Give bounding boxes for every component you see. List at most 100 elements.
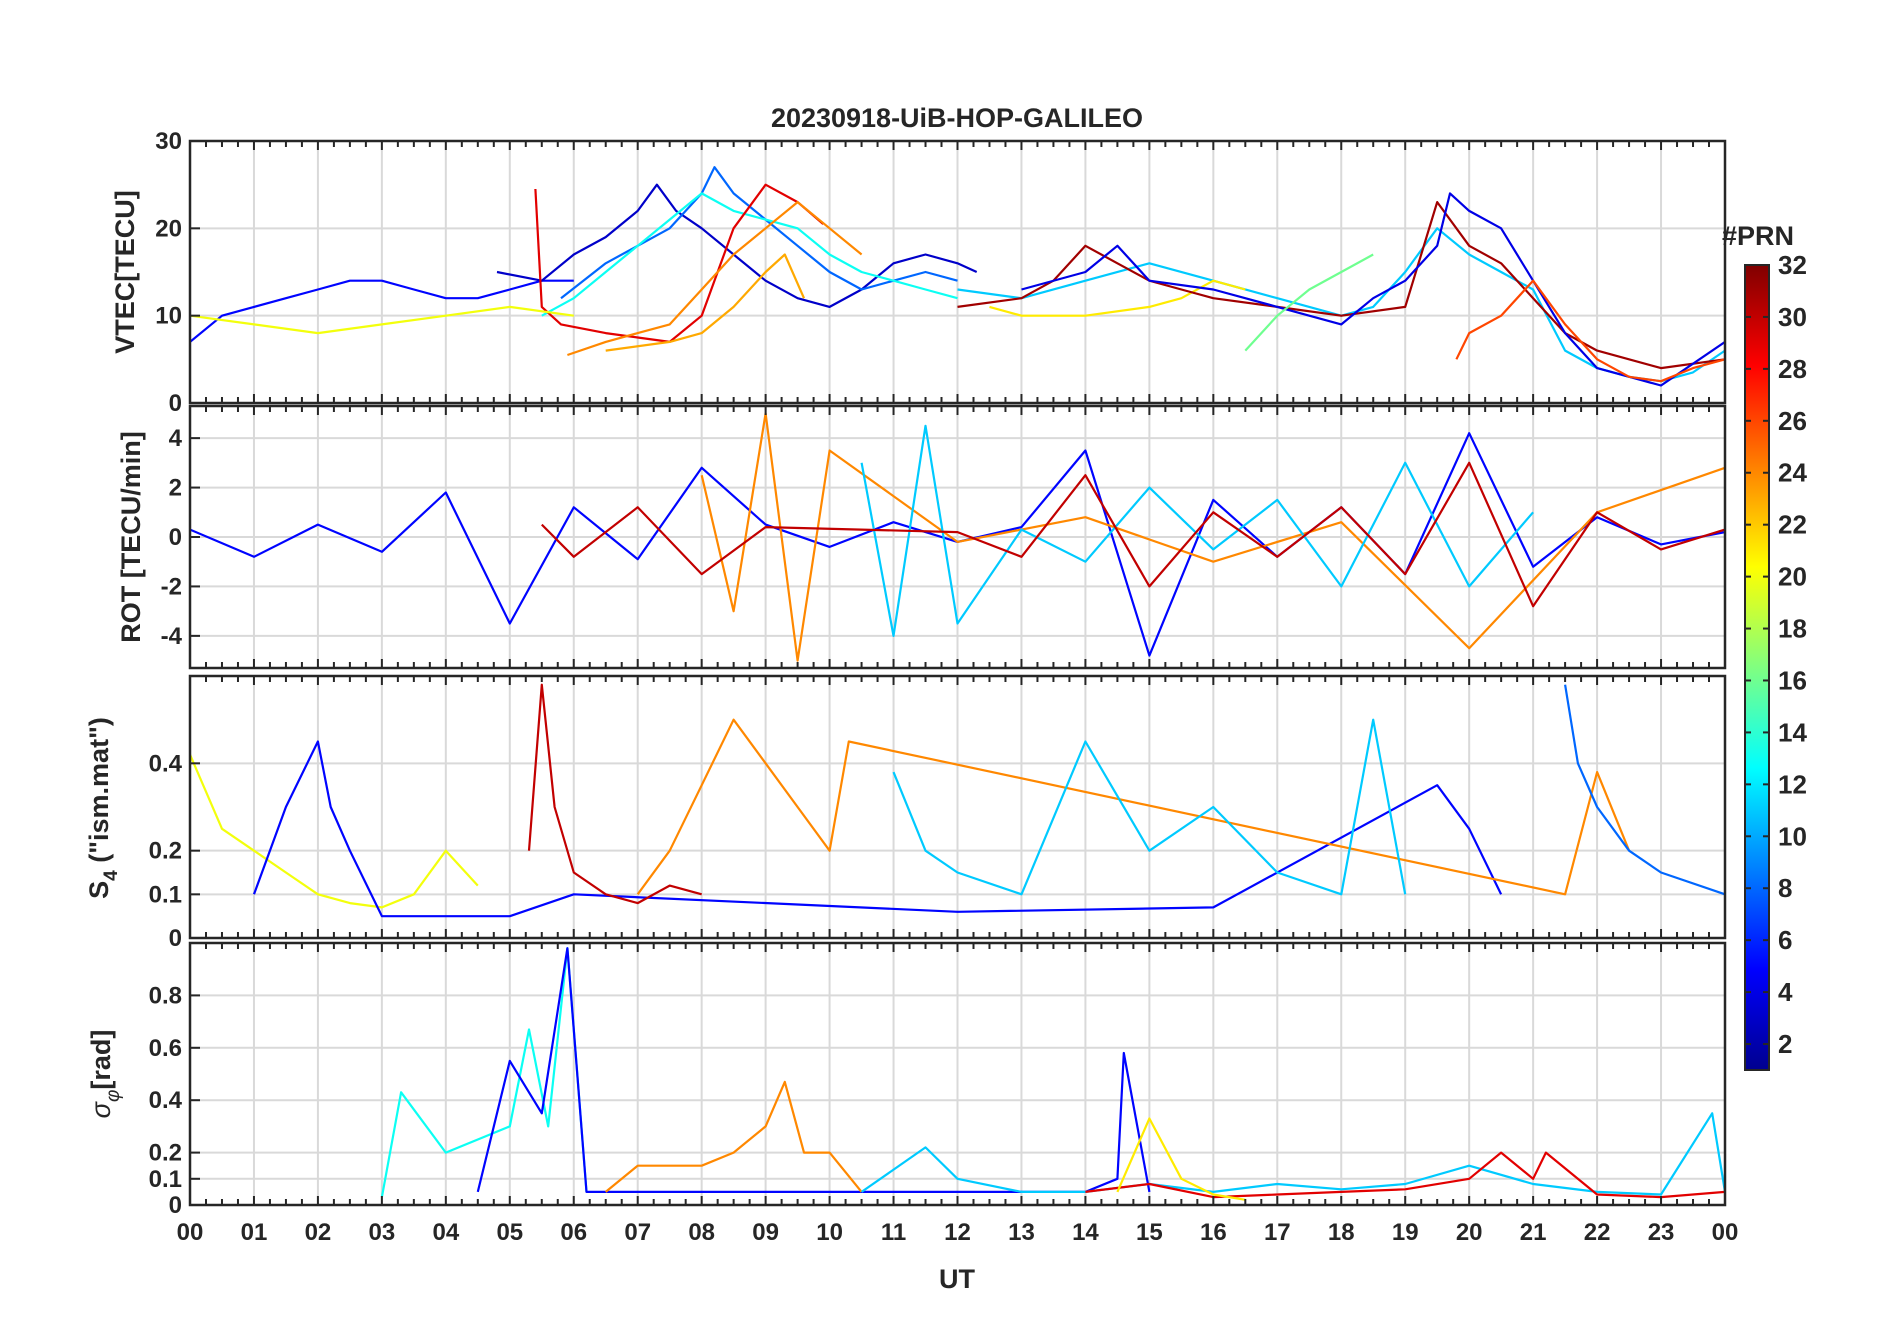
colorbar-tick-label: 6 — [1778, 925, 1792, 955]
x-tick-labels: 00 01 02 03 04 05 06 07 08 09 10 11 12 13 14 15 16 17 18 19… — [177, 1219, 1739, 1246]
colorbar-tick-label: 10 — [1778, 821, 1807, 851]
rot-x-minor-ticks — [189, 406, 1726, 668]
x-tick-label: 06 — [560, 1219, 587, 1246]
series-line-prn-5 — [252, 740, 1503, 918]
s4-ylabel: S4 ("ism.mat") — [84, 717, 122, 899]
y-tick-label: 30 — [155, 128, 182, 155]
sigma-ylabel-main: σ — [86, 1100, 116, 1118]
series-line-prn-21 — [1116, 1117, 1246, 1201]
vtec-ylabel: VTEC[TECU] — [110, 190, 140, 354]
series-line-prn-24 — [636, 718, 1631, 896]
y-tick-label: 0.4 — [149, 1087, 183, 1114]
rot-ylabel: ROT [TECU/min] — [116, 431, 146, 642]
y-tick-label: 0.1 — [149, 881, 182, 908]
x-tick-label: 04 — [432, 1219, 459, 1246]
x-tick-label: 01 — [241, 1219, 268, 1246]
s4-series — [190, 683, 1725, 918]
y-tick-label: 0.4 — [149, 750, 183, 777]
series-line-prn-5 — [476, 947, 1151, 1194]
series-line-prn-5 — [190, 279, 574, 343]
colorbar-tick-label: 22 — [1778, 510, 1807, 540]
colorbar-tick-label: 8 — [1778, 873, 1792, 903]
series-line-prn-21 — [989, 279, 1246, 317]
colorbar-tick-label: 16 — [1778, 665, 1807, 695]
series-line-prn-30 — [541, 461, 1725, 608]
chart-title: 20230918-UiB-HOP-GALILEO — [771, 103, 1143, 133]
x-tick-label: 21 — [1520, 1219, 1547, 1246]
colorbar-tick-label: 4 — [1778, 977, 1793, 1007]
x-tick-label: 20 — [1456, 1219, 1483, 1246]
series-line-prn-20 — [190, 754, 479, 909]
sigma-ylabel-rest: [rad] — [86, 1030, 116, 1090]
x-tick-label: 05 — [496, 1219, 523, 1246]
y-tick-label: 10 — [155, 303, 182, 330]
rot-y-ticks: -4 -2 0 2 4 — [161, 425, 200, 650]
x-tick-label: 10 — [816, 1219, 843, 1246]
series-line-prn-13 — [380, 947, 588, 1198]
x-tick-label: 08 — [688, 1219, 715, 1246]
y-tick-label: -4 — [161, 623, 183, 650]
colorbar-tick-label: 30 — [1778, 302, 1807, 332]
sigma-ylabel: σφ[rad] — [86, 1030, 124, 1119]
series-line-prn-30 — [527, 683, 702, 905]
panel-s4: 0 0.1 0.2 0.4 S4 ("ism.mat") — [84, 674, 1727, 952]
x-tick-label: 15 — [1136, 1219, 1163, 1246]
series-line-prn-23 — [605, 253, 806, 352]
colorbar-tick-label: 18 — [1778, 614, 1807, 644]
series-line-prn-4 — [1021, 192, 1725, 387]
x-tick-label: 12 — [944, 1219, 971, 1246]
x-axis-label: UT — [939, 1264, 975, 1294]
series-line-prn-20 — [190, 305, 574, 335]
s4-x-minor-ticks — [189, 676, 1726, 938]
x-tick-label: 00 — [177, 1219, 204, 1246]
y-tick-label: -2 — [161, 573, 182, 600]
x-tick-label: 16 — [1200, 1219, 1227, 1246]
colorbar-tick-label: 12 — [1778, 769, 1807, 799]
series-line-prn-16 — [1244, 253, 1374, 352]
panel-sigma: 00.10.2 0.4 0.6 0.8 σφ[rad] — [86, 941, 1727, 1219]
x-tick-label: 09 — [752, 1219, 779, 1246]
series-line-prn-24 — [605, 1080, 863, 1193]
y-tick-label: 0.1 — [149, 1166, 182, 1193]
s4-y-ticks: 0 0.1 0.2 0.4 — [149, 750, 200, 952]
series-line-prn-8 — [1564, 684, 1725, 896]
sigma-y-ticks: 00.10.2 0.4 0.6 0.8 — [149, 982, 200, 1219]
y-tick-label: 4 — [169, 425, 183, 452]
y-tick-label: 0 — [169, 390, 182, 417]
x-tick-label: 23 — [1648, 1219, 1675, 1246]
y-tick-label: 0 — [169, 925, 182, 952]
x-tick-label: 18 — [1328, 1219, 1355, 1246]
panel-rot: -4 -2 0 2 4 ROT [TECU/min] — [116, 404, 1727, 670]
colorbar-tick-label: 24 — [1778, 458, 1807, 488]
series-line-prn-26 — [1455, 279, 1725, 383]
series-line-prn-11 — [860, 1112, 1725, 1196]
x-tick-label: 07 — [624, 1219, 651, 1246]
x-tick-label: 03 — [369, 1219, 396, 1246]
colorbar-tick-label: 28 — [1778, 354, 1807, 384]
panel-vtec: 0 10 20 30 VTEC[TECU] — [110, 128, 1727, 417]
colorbar-gradient — [1744, 264, 1770, 1071]
x-tick-label: 22 — [1584, 1219, 1611, 1246]
s4-ylabel-sub: 4 — [101, 870, 122, 881]
y-tick-label: 0.2 — [149, 838, 182, 865]
x-tick-label: 14 — [1072, 1219, 1099, 1246]
x-tick-label: 13 — [1008, 1219, 1035, 1246]
vtec-y-ticks: 0 10 20 30 — [155, 128, 200, 417]
y-tick-label: 0.2 — [149, 1140, 182, 1167]
vtec-series — [190, 166, 1725, 387]
rot-series — [190, 412, 1725, 662]
x-tick-label: 17 — [1264, 1219, 1291, 1246]
colorbar-tick-label: 14 — [1778, 717, 1807, 747]
y-tick-label: 20 — [155, 215, 182, 242]
colorbar-tick-label: 26 — [1778, 406, 1807, 436]
sigma-x-minor-ticks — [189, 943, 1726, 1205]
y-tick-label: 2 — [169, 475, 182, 502]
series-line-prn-11 — [860, 424, 1534, 638]
x-tick-label: 19 — [1392, 1219, 1419, 1246]
y-tick-label: 0.6 — [149, 1035, 182, 1062]
y-tick-label: 0 — [169, 524, 182, 551]
series-line-prn-13 — [541, 192, 958, 317]
